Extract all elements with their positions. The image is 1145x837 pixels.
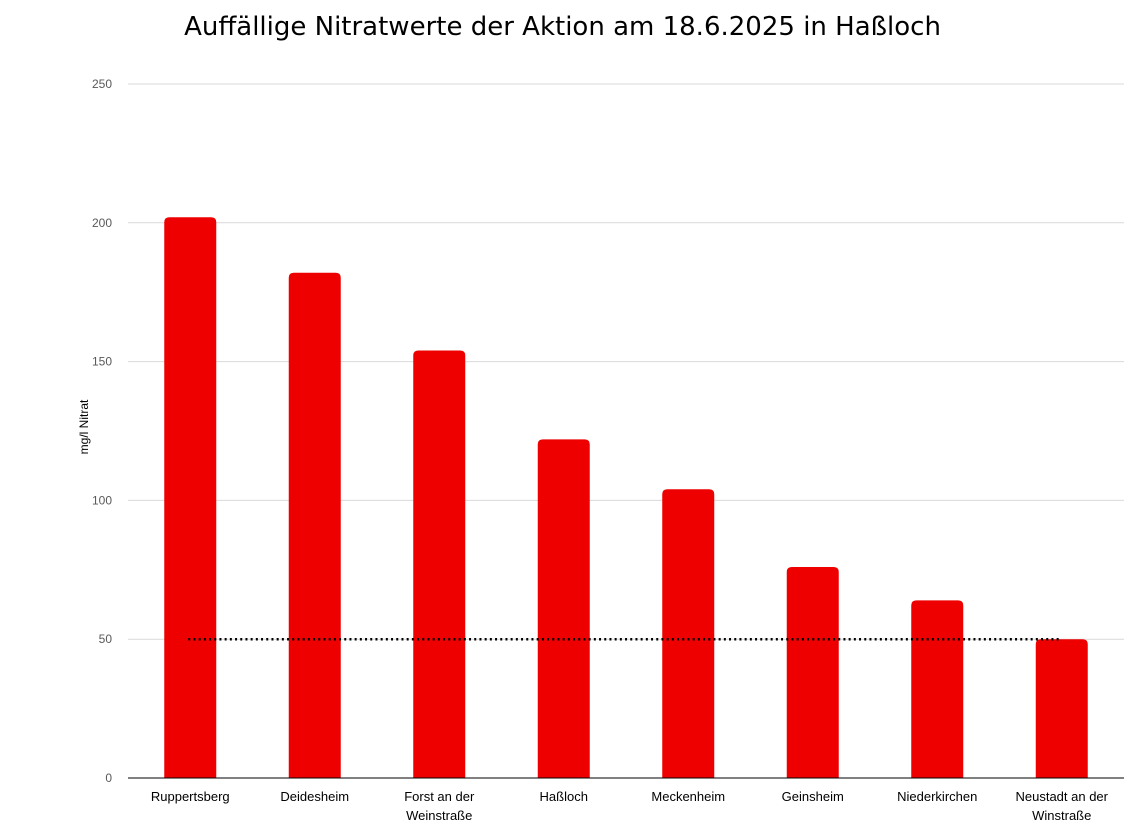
bar-7 — [1035, 639, 1088, 778]
y-tick-label-2: 100 — [92, 493, 112, 507]
bar-0 — [164, 217, 217, 779]
x-tick-label-6: Niederkirchen — [897, 789, 977, 804]
bar-5 — [786, 567, 839, 778]
x-tick-label-3: Haßloch — [540, 789, 588, 804]
chart-title: Auffällige Nitratwerte der Aktion am 18.… — [184, 12, 941, 42]
y-tick-label-3: 150 — [92, 355, 112, 369]
y-tick-label-0: 0 — [105, 771, 112, 785]
x-tick-label-7: Neustadt an der Winstraße — [1015, 789, 1108, 823]
x-tick-label-0: Ruppertsberg — [151, 789, 230, 804]
x-tick-label-4: Meckenheim — [651, 789, 725, 804]
bar-3 — [537, 439, 590, 778]
bar-2 — [413, 350, 466, 778]
y-axis-title: mg/l Nitrat — [77, 399, 91, 454]
y-tick-label-4: 200 — [92, 216, 112, 230]
x-tick-label-2: Forst an der Weinstraße — [404, 789, 475, 823]
x-tick-label-1: Deidesheim — [280, 789, 349, 804]
y-tick-label-5: 250 — [92, 77, 112, 91]
bar-1 — [288, 272, 341, 778]
bar-6 — [911, 600, 964, 778]
y-tick-label-1: 50 — [99, 632, 113, 646]
x-tick-label-5: Geinsheim — [782, 789, 844, 804]
bar-4 — [662, 489, 715, 778]
